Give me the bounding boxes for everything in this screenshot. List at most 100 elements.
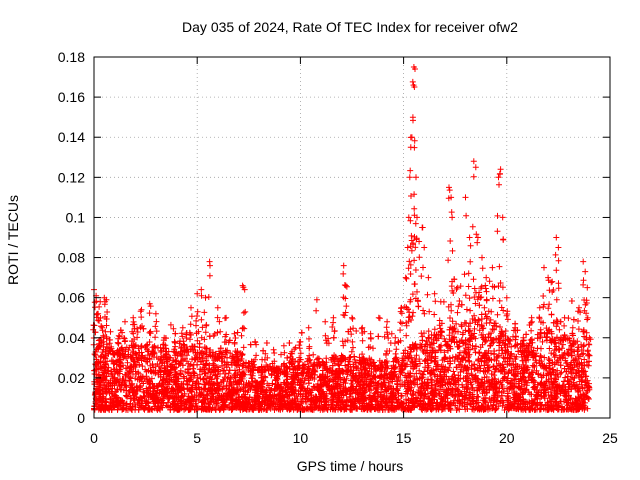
- data-point: [465, 375, 472, 382]
- data-point: [564, 402, 571, 409]
- data-point: [274, 373, 281, 380]
- data-point: [553, 343, 560, 350]
- data-point: [134, 329, 141, 335]
- data-point: [117, 362, 124, 369]
- data-point: [463, 386, 470, 393]
- data-point: [485, 402, 492, 409]
- data-point: [564, 363, 571, 370]
- data-point: [466, 358, 473, 365]
- data-point: [583, 329, 590, 336]
- data-point: [343, 398, 350, 405]
- data-point: [472, 376, 479, 383]
- data-point: [469, 316, 476, 322]
- data-point: [278, 351, 284, 358]
- data-point: [150, 364, 157, 371]
- data-point: [441, 373, 448, 380]
- data-point: [346, 393, 353, 400]
- data-point: [530, 347, 537, 354]
- data-point: [199, 324, 206, 331]
- data-point: [455, 390, 462, 397]
- data-point: [463, 367, 470, 374]
- data-point: [310, 351, 317, 358]
- data-point: [495, 352, 502, 359]
- data-point: [196, 371, 203, 378]
- data-point: [296, 382, 303, 389]
- data-point: [167, 321, 174, 328]
- data-point: [406, 344, 413, 350]
- data-point: [472, 372, 479, 379]
- data-point: [306, 356, 313, 363]
- data-point: [551, 347, 558, 354]
- data-point: [316, 374, 323, 381]
- data-point: [297, 391, 304, 398]
- data-point: [182, 368, 189, 375]
- data-point: [173, 349, 180, 356]
- data-point: [344, 337, 351, 344]
- data-point: [329, 391, 336, 398]
- data-point: [416, 403, 423, 410]
- data-point: [276, 367, 283, 373]
- data-point: [271, 385, 278, 392]
- data-point: [221, 367, 228, 374]
- data-point: [149, 361, 156, 368]
- data-point: [159, 381, 166, 388]
- data-point: [482, 399, 489, 406]
- data-point: [579, 399, 586, 406]
- data-point: [163, 348, 170, 355]
- data-point: [562, 374, 569, 381]
- data-point: [217, 345, 224, 352]
- data-point: [489, 326, 496, 333]
- data-point: [206, 380, 213, 387]
- data-point: [557, 362, 564, 369]
- data-point: [494, 311, 501, 318]
- data-point: [286, 340, 293, 346]
- data-point: [550, 351, 557, 358]
- data-point: [490, 385, 497, 392]
- data-point: [365, 361, 372, 368]
- data-point: [521, 353, 528, 360]
- data-point: [395, 374, 402, 381]
- data-point: [100, 382, 107, 389]
- data-point: [165, 381, 172, 388]
- data-point: [305, 363, 312, 370]
- data-point: [434, 373, 441, 380]
- data-point: [367, 344, 374, 350]
- data-point: [425, 376, 431, 383]
- data-point: [460, 329, 467, 336]
- data-point: [126, 344, 133, 351]
- data-point: [457, 369, 464, 375]
- data-point: [212, 371, 219, 378]
- data-point: [421, 368, 428, 375]
- data-point: [416, 367, 423, 374]
- data-point: [456, 298, 463, 304]
- data-point: [191, 372, 198, 379]
- data-point: [451, 358, 458, 364]
- data-point: [471, 325, 478, 332]
- data-point: [440, 363, 447, 370]
- data-point: [563, 397, 570, 404]
- data-point: [510, 361, 517, 368]
- data-point: [449, 387, 456, 394]
- data-point: [479, 341, 486, 348]
- data-point: [357, 360, 364, 367]
- data-point: [395, 359, 402, 366]
- data-point: [543, 334, 550, 341]
- data-point: [467, 379, 474, 386]
- data-point: [449, 385, 456, 392]
- data-point: [108, 357, 115, 364]
- data-point: [170, 325, 177, 332]
- data-point: [455, 328, 461, 335]
- data-point: [153, 354, 160, 361]
- data-point: [568, 298, 575, 304]
- data-point: [486, 278, 493, 285]
- data-point: [507, 352, 514, 359]
- data-point: [424, 390, 431, 397]
- data-point: [571, 375, 578, 382]
- data-point: [405, 355, 412, 362]
- data-point: [463, 306, 470, 313]
- data-point: [245, 387, 252, 394]
- data-point: [223, 364, 230, 371]
- data-point: [441, 402, 448, 409]
- data-point: [216, 318, 223, 325]
